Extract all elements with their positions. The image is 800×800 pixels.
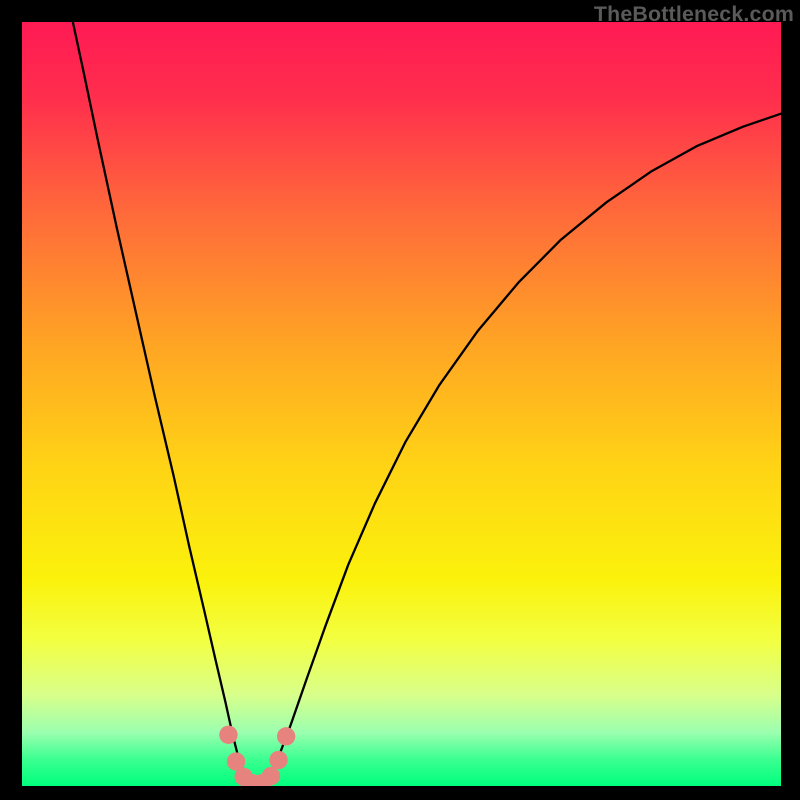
- curve-marker: [219, 726, 237, 744]
- plot-background: [22, 22, 781, 786]
- chart-stage: TheBottleneck.com: [0, 0, 800, 800]
- curve-marker: [262, 767, 280, 785]
- chart-svg: [0, 0, 800, 800]
- curve-marker: [269, 751, 287, 769]
- curve-marker: [277, 727, 295, 745]
